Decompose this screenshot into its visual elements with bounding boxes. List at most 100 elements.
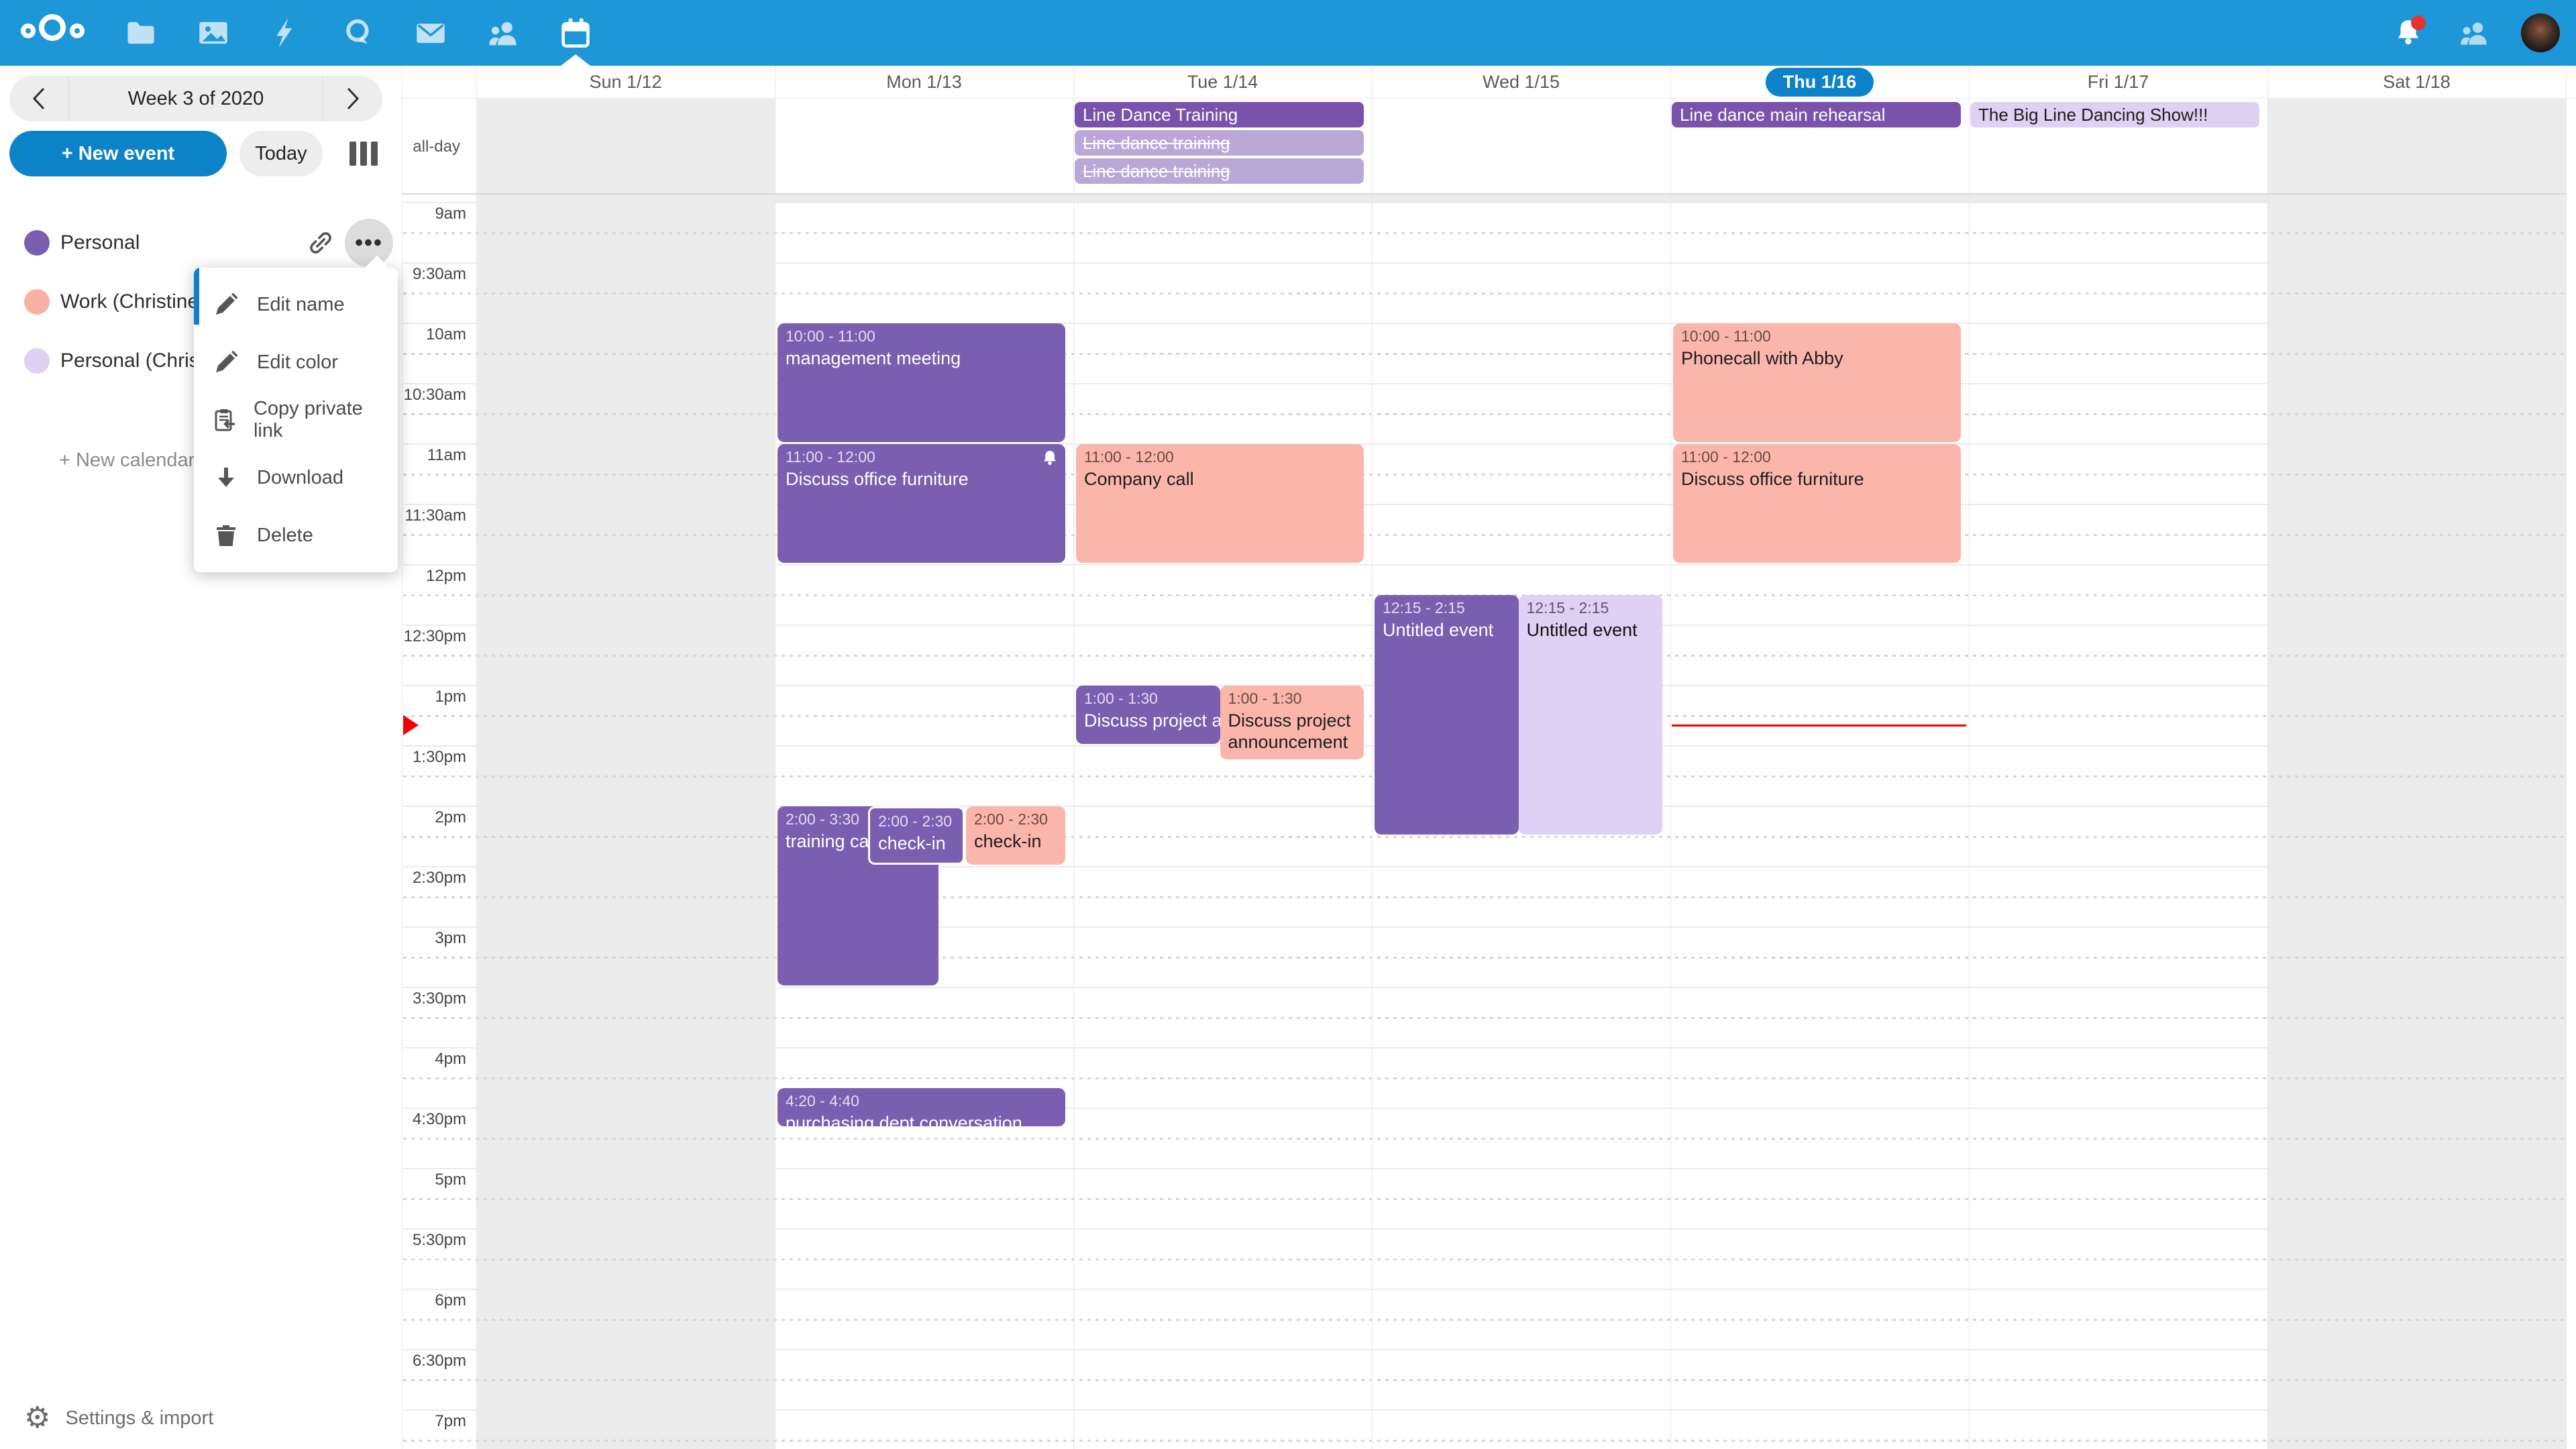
event[interactable]: 12:15 - 2:15 Untitled event [1518,595,1662,835]
nextcloud-logo-icon[interactable] [11,0,105,66]
topbar-right-cluster [2390,0,2560,66]
alarm-bell-icon [1044,450,1056,466]
previous-week-button[interactable] [9,76,68,121]
event[interactable]: 2:00 - 2:30 check-in [868,806,965,865]
menu-item-edit-name[interactable]: Edit name [194,276,398,333]
slot-line [403,443,2566,445]
allday-event[interactable]: Line dance training [1075,158,1364,184]
allday-divider [402,193,2576,195]
menu-item-delete[interactable]: Delete [194,506,398,564]
event[interactable]: 2:00 - 2:30 check-in [965,806,1065,865]
calendar-item-personal-christi[interactable]: Personal (Christi [0,331,402,390]
day-header-sun[interactable]: Sun 1/12 [589,72,662,92]
today-button[interactable]: Today [239,131,323,176]
calendar-item-personal[interactable]: Personal ••• [0,213,402,272]
calendar-item-work-christine-s[interactable]: Work (Christine S [0,272,402,331]
calendar-color-dot[interactable] [24,230,50,256]
day-header-fri[interactable]: Fri 1/17 [2087,72,2149,92]
slot-line-dotted [403,292,2566,294]
slot-line-dotted [403,1379,2566,1381]
allday-event[interactable]: Line dance training [1075,130,1364,156]
share-link-icon[interactable] [297,219,345,267]
time-axis-label: 12pm [425,567,466,585]
event[interactable]: 11:00 - 12:00 Discuss office furniture [1673,444,1961,563]
slot-line-dotted [403,474,2566,476]
event-title: check-in [878,833,946,853]
day-header-sat[interactable]: Sat 1/18 [2383,72,2451,92]
calendar-icon[interactable] [539,0,612,66]
day-header-mon[interactable]: Mon 1/13 [886,72,962,92]
day-header-tue[interactable]: Tue 1/14 [1187,72,1258,92]
slot-line [403,262,2566,264]
event[interactable]: 4:20 - 4:40 purchasing dept conversation [777,1088,1065,1126]
week-switcher: Week 3 of 2020 [9,76,382,121]
time-axis-label: 4pm [435,1050,466,1068]
menu-item-edit-color[interactable]: Edit color [194,333,398,391]
view-toggle-icon[interactable] [350,142,378,166]
time-axis-label: 9:30am [412,265,466,283]
settings-and-import[interactable]: ⚙ Settings & import [24,1403,213,1433]
contacts-menu-icon[interactable] [2455,14,2493,52]
non-business-shading [476,195,2566,202]
notifications-bell-icon[interactable] [2390,14,2427,52]
column-border [1372,66,1373,1449]
slot-line-dotted [403,413,2566,415]
activity-icon[interactable] [250,0,322,66]
event-time: 11:00 - 12:00 [786,448,875,466]
slot-line [403,323,2566,324]
menu-item-copy-private-link[interactable]: Copy private link [194,391,398,449]
event-time: 2:00 - 3:30 [786,810,859,828]
time-axis-label: 4:30pm [412,1110,466,1128]
slot-line [403,987,2566,988]
day-header-thu[interactable]: Thu 1/16 [1670,66,1969,99]
event-title: Company call [1084,469,1194,489]
scrollbar-track[interactable] [2566,99,2576,1449]
calendar-color-dot[interactable] [24,289,50,315]
talk-icon[interactable] [322,0,394,66]
all-day-label: all-day [413,137,460,156]
slot-line-dotted [403,836,2566,838]
slot-line-dotted [403,1440,2566,1442]
slot-line [403,1168,2566,1169]
download-icon [207,466,245,490]
contacts-icon[interactable] [467,0,539,66]
calendar-color-dot[interactable] [24,348,50,374]
mail-icon[interactable] [394,0,467,66]
time-axis-label: 1:30pm [412,748,466,766]
event[interactable]: 11:00 - 12:00 Discuss office furniture [777,444,1065,563]
current-time-arrow [403,715,419,735]
files-icon[interactable] [105,0,177,66]
event[interactable]: 1:00 - 1:30 Discuss project announcement [1076,686,1220,744]
time-axis-label: 7pm [435,1412,466,1430]
allday-event[interactable]: Line Dance Training [1075,102,1364,127]
slot-line [403,383,2566,384]
top-navigation-bar [0,0,2576,66]
event-title: Discuss project announcement [1084,710,1220,731]
day-header-wed[interactable]: Wed 1/15 [1482,72,1560,92]
time-axis-label: 11:30am [405,506,466,525]
event[interactable]: 10:00 - 11:00 management meeting [777,323,1065,442]
event[interactable]: 1:00 - 1:30 Discuss project announcement [1220,686,1364,759]
event-time: 10:00 - 11:00 [1681,327,1771,345]
event[interactable]: 11:00 - 12:00 Company call [1076,444,1364,563]
week-view-grid: all-day Sun 1/12 Mon 1/13 Tue 1/14 Wed 1/15… [402,66,2576,1449]
time-axis-label: 12:30pm [403,627,466,645]
event[interactable]: 12:15 - 2:15 Untitled event [1375,595,1519,835]
photos-icon[interactable] [177,0,250,66]
slot-line-dotted [403,534,2566,536]
new-event-button[interactable]: + New event [9,131,227,176]
next-week-button[interactable] [323,76,382,121]
popover-arrow [364,256,390,269]
allday-event[interactable]: Line dance main rehearsal [1672,102,1961,127]
time-axis-label: 1pm [435,688,466,706]
slot-line [403,1289,2566,1290]
menu-item-download[interactable]: Download [194,449,398,506]
new-calendar-button[interactable]: + New calendar [59,449,195,471]
week-range-label[interactable]: Week 3 of 2020 [68,76,323,121]
slot-line [403,1108,2566,1109]
event[interactable]: 10:00 - 11:00 Phonecall with Abby [1673,323,1961,442]
user-avatar[interactable] [2521,13,2560,52]
allday-event[interactable]: The Big Line Dancing Show!!! [1970,102,2259,127]
weekend-shading [2267,99,2566,1449]
